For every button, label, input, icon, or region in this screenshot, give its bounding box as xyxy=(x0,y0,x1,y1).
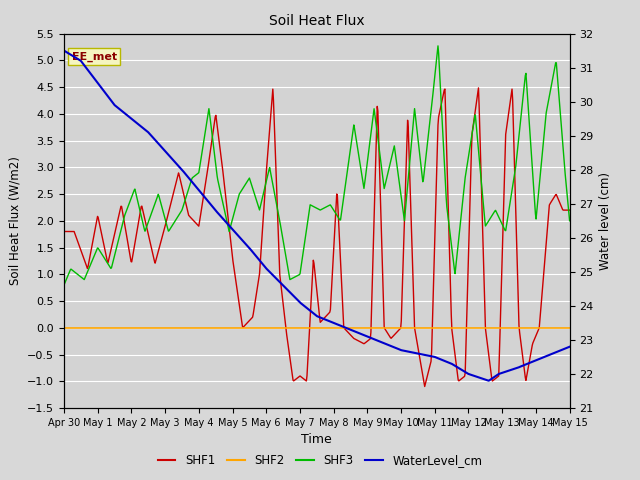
Y-axis label: Water level (cm): Water level (cm) xyxy=(599,172,612,270)
Text: EE_met: EE_met xyxy=(72,52,116,62)
X-axis label: Time: Time xyxy=(301,433,332,446)
Y-axis label: Soil Heat Flux (W/m2): Soil Heat Flux (W/m2) xyxy=(9,156,22,285)
Title: Soil Heat Flux: Soil Heat Flux xyxy=(269,14,365,28)
Legend: SHF1, SHF2, SHF3, WaterLevel_cm: SHF1, SHF2, SHF3, WaterLevel_cm xyxy=(153,449,487,472)
